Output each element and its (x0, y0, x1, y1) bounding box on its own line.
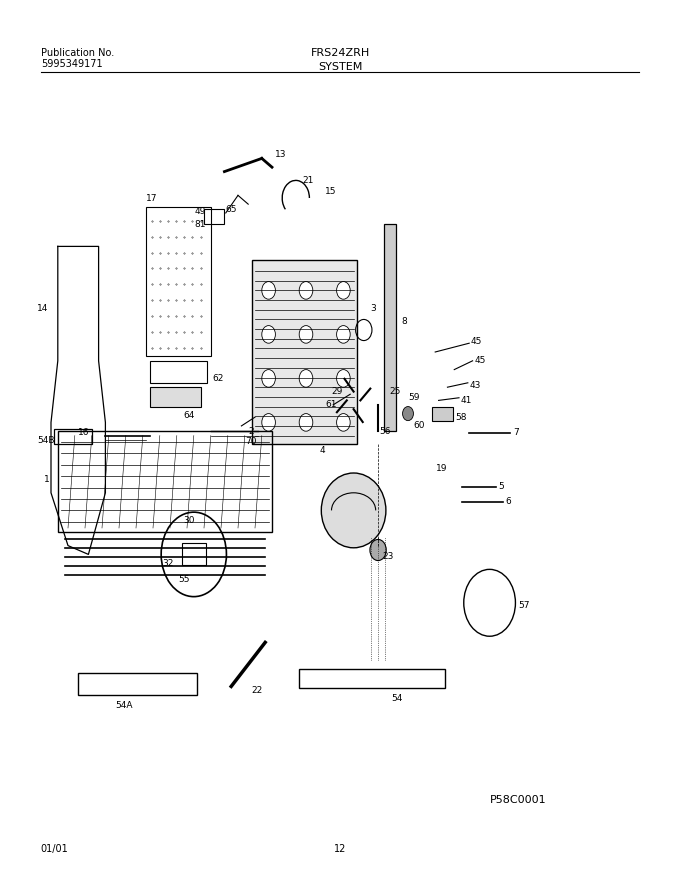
Circle shape (262, 326, 275, 343)
Text: 5: 5 (498, 482, 504, 491)
Text: 30: 30 (184, 517, 195, 525)
Circle shape (299, 414, 313, 431)
Text: 60: 60 (413, 421, 425, 429)
Text: 2: 2 (248, 427, 254, 436)
Text: 49: 49 (194, 207, 206, 216)
Circle shape (370, 539, 386, 561)
Bar (252, 260, 357, 444)
Text: 41: 41 (460, 396, 472, 405)
Text: 64: 64 (184, 411, 195, 420)
Text: 1: 1 (44, 475, 50, 484)
Text: 70: 70 (245, 437, 256, 446)
Text: 6: 6 (505, 497, 511, 506)
Text: 15: 15 (325, 187, 337, 196)
Text: 13: 13 (275, 150, 287, 158)
Text: SYSTEM: SYSTEM (318, 62, 362, 71)
Circle shape (337, 326, 350, 343)
Bar (384, 224, 396, 431)
Bar (299, 669, 445, 688)
Circle shape (262, 370, 275, 387)
Circle shape (262, 414, 275, 431)
Text: 54: 54 (391, 694, 403, 703)
Text: 16: 16 (78, 429, 90, 437)
Text: 5995349171: 5995349171 (41, 59, 103, 69)
Text: 14: 14 (37, 304, 49, 312)
Text: FRS24ZRH: FRS24ZRH (310, 48, 370, 58)
Text: 3: 3 (371, 304, 376, 312)
Text: 12: 12 (334, 844, 346, 854)
Text: Publication No.: Publication No. (41, 48, 114, 58)
Text: 7: 7 (513, 429, 519, 437)
Text: 01/01: 01/01 (41, 844, 69, 854)
Text: 55: 55 (178, 575, 190, 583)
Text: 65: 65 (226, 205, 237, 214)
Text: 45: 45 (471, 337, 482, 346)
Text: 59: 59 (408, 393, 420, 402)
Bar (150, 361, 207, 383)
Circle shape (337, 414, 350, 431)
Text: 57: 57 (518, 601, 530, 610)
Text: 25: 25 (390, 387, 401, 396)
Bar (146, 207, 211, 356)
Bar (182, 543, 206, 565)
Circle shape (299, 282, 313, 299)
Text: 45: 45 (475, 356, 486, 365)
Circle shape (299, 326, 313, 343)
Bar (150, 387, 201, 407)
Bar (432, 407, 453, 421)
Text: 4: 4 (320, 446, 325, 455)
Text: 22: 22 (252, 686, 263, 695)
Text: 8: 8 (401, 317, 407, 326)
Bar (78, 673, 197, 695)
Bar (54, 429, 92, 444)
Text: 61: 61 (325, 400, 337, 409)
Text: 21: 21 (303, 176, 314, 185)
Text: 54A: 54A (116, 701, 133, 710)
Text: 23: 23 (382, 552, 394, 561)
Text: 56: 56 (379, 427, 391, 436)
Text: 54B: 54B (37, 436, 55, 444)
Bar (204, 209, 224, 224)
Circle shape (337, 282, 350, 299)
Circle shape (299, 370, 313, 387)
Text: 19: 19 (436, 464, 447, 473)
Circle shape (403, 407, 413, 421)
Text: P58C0001: P58C0001 (490, 796, 546, 805)
Circle shape (262, 282, 275, 299)
Text: 29: 29 (331, 387, 343, 396)
Text: 17: 17 (146, 194, 158, 202)
Ellipse shape (322, 473, 386, 547)
Bar (58, 431, 272, 532)
Text: 58: 58 (456, 413, 467, 422)
Text: 32: 32 (162, 559, 173, 568)
Text: 43: 43 (469, 381, 481, 390)
Circle shape (337, 370, 350, 387)
Text: 62: 62 (212, 374, 224, 383)
Text: 81: 81 (194, 220, 206, 229)
